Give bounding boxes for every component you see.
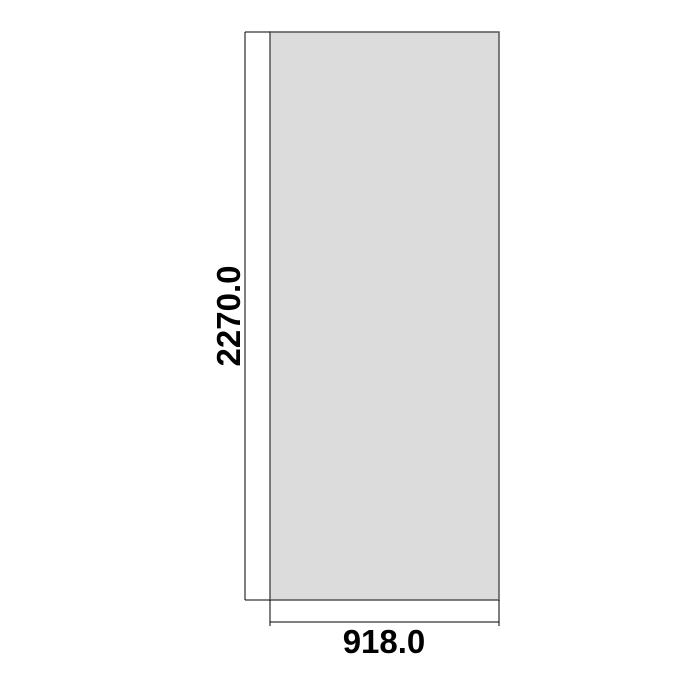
width-dimension-label: 918.0 bbox=[343, 623, 426, 660]
panel-rectangle bbox=[270, 32, 499, 600]
height-dimension bbox=[245, 32, 270, 600]
height-dimension-label: 2270.0 bbox=[210, 266, 247, 367]
